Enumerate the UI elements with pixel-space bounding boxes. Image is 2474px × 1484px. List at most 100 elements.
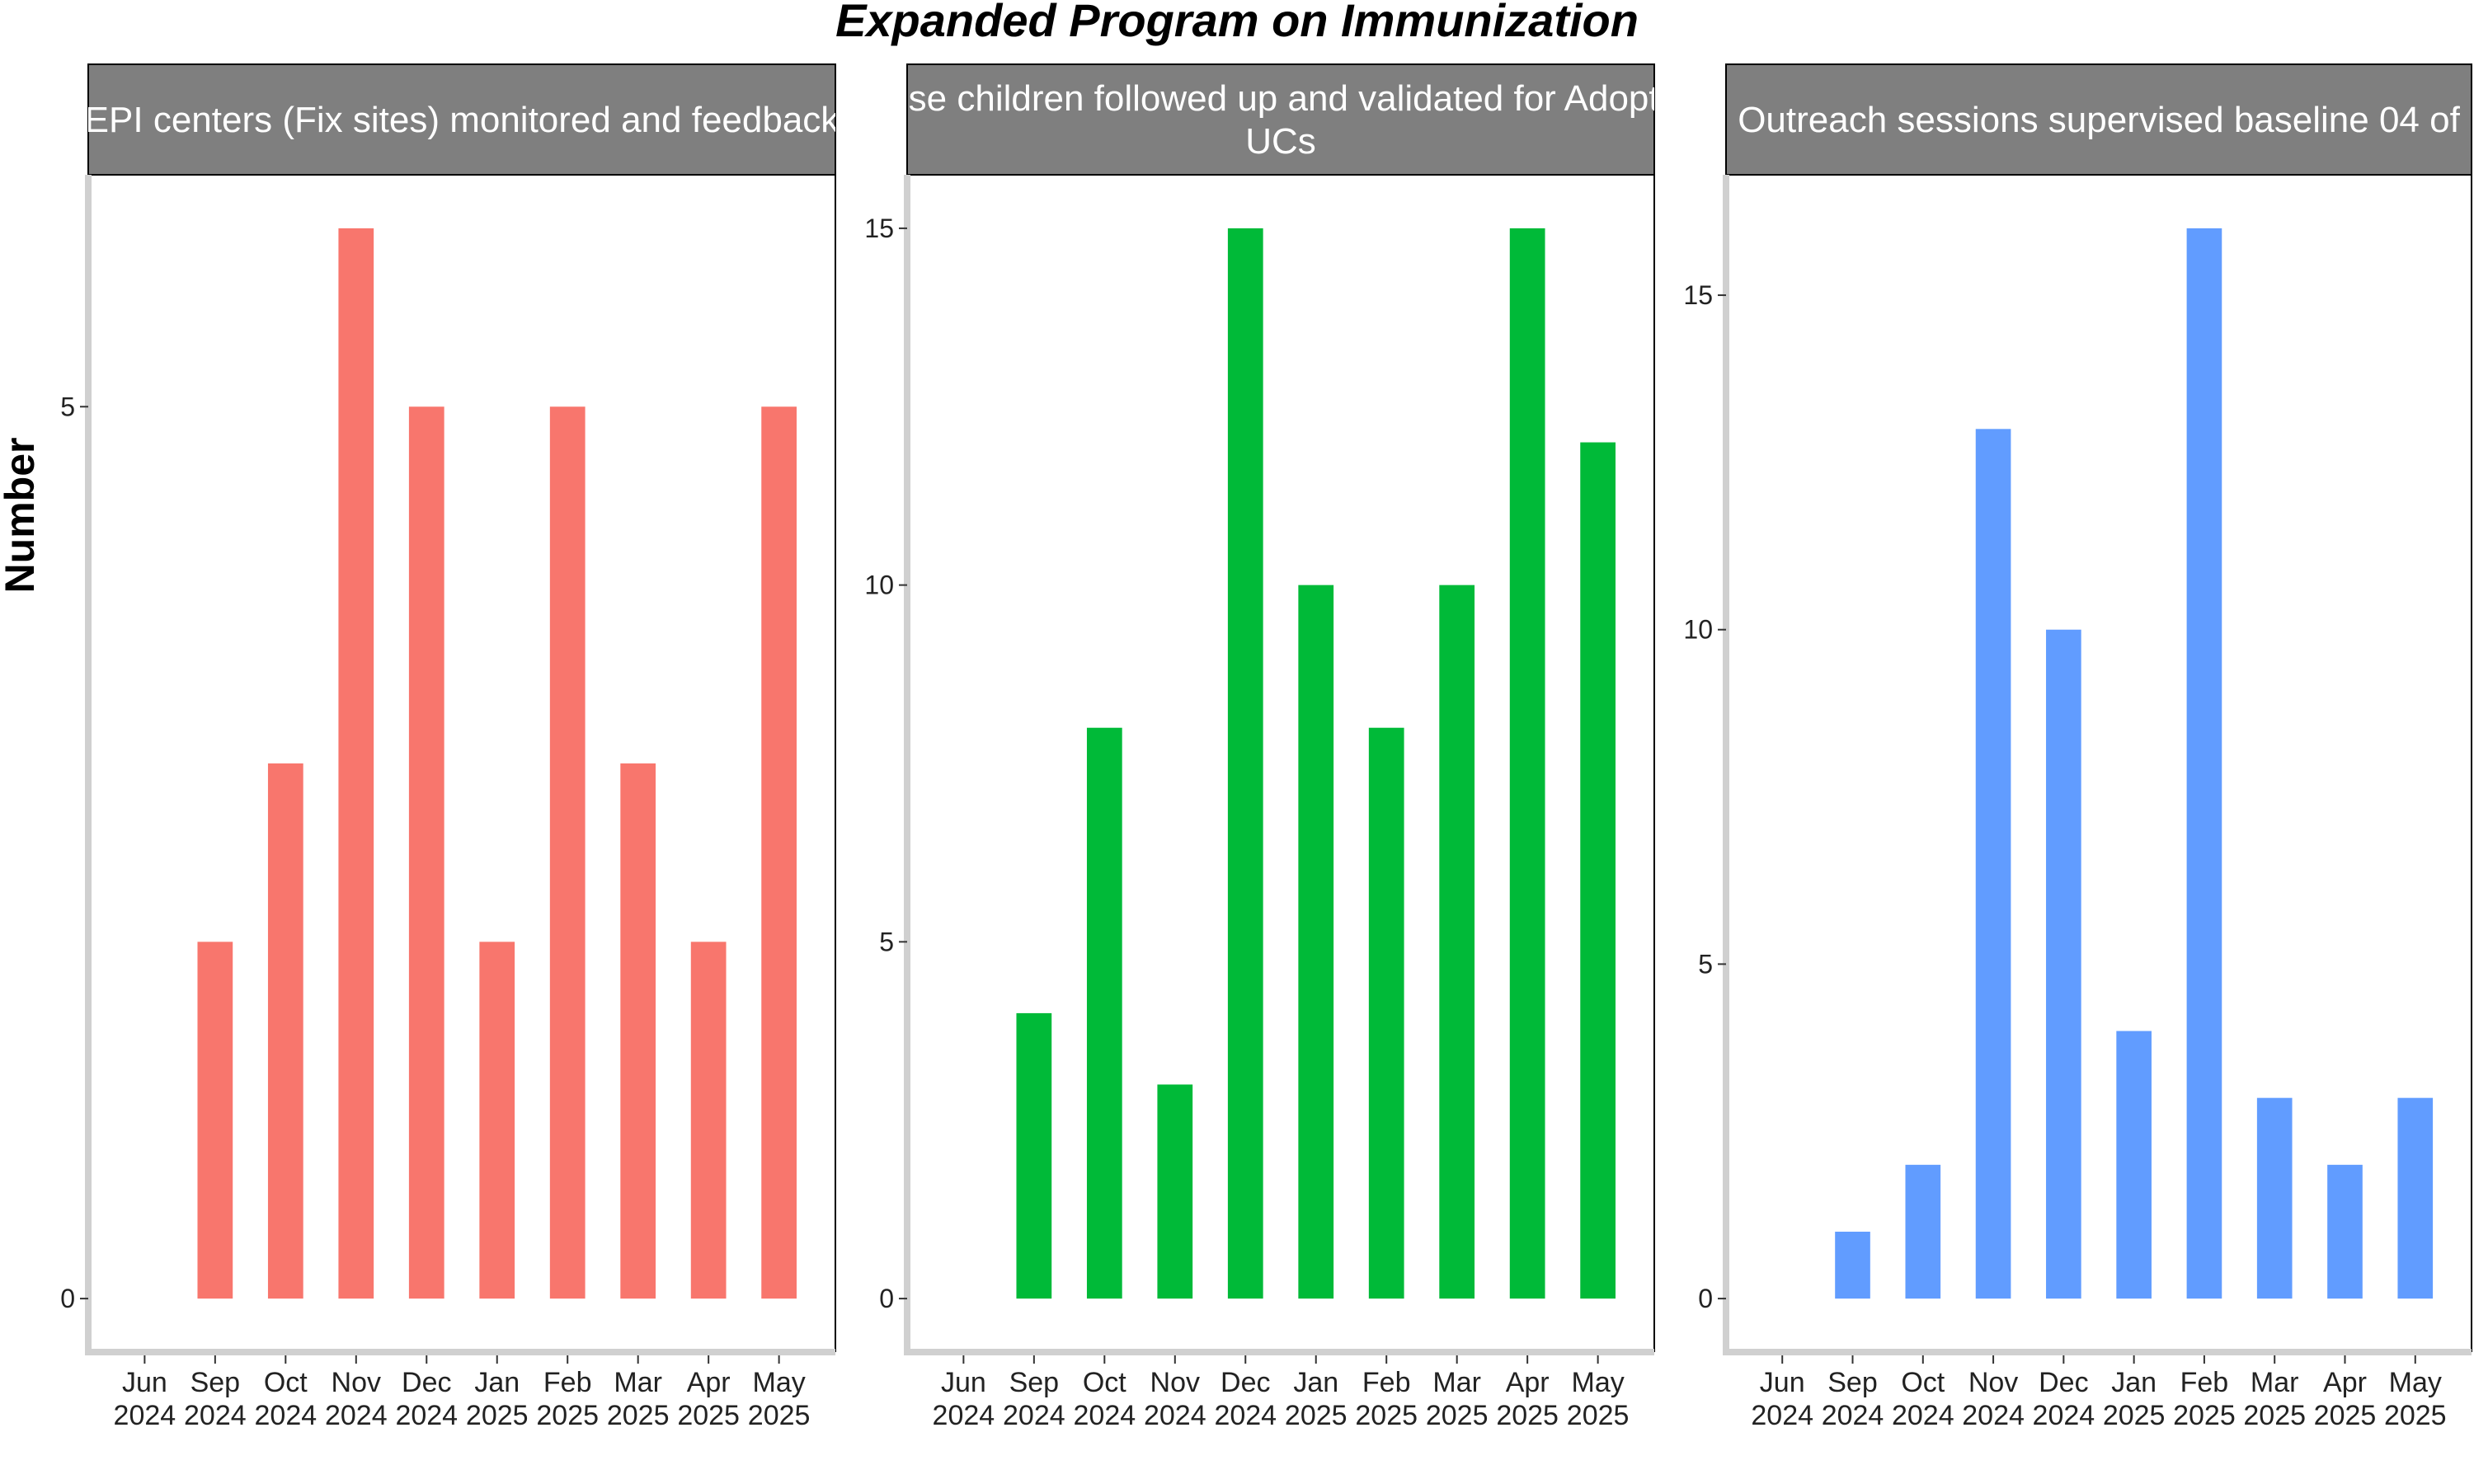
x-tick-label: Jan 2025 xyxy=(2103,1367,2166,1431)
x-tick-label: Dec 2024 xyxy=(2033,1367,2095,1431)
x-tick-label-line: Oct xyxy=(264,1367,308,1398)
x-tick-label-line: Sep xyxy=(190,1367,241,1398)
bar xyxy=(338,228,374,1299)
page-title: Expanded Program on Immunization xyxy=(835,0,1639,46)
x-tick-label: Jun 2024 xyxy=(933,1367,995,1431)
bar xyxy=(197,942,233,1299)
y-tick-label: 10 xyxy=(864,571,894,600)
x-tick-label-line: 2024 xyxy=(2033,1400,2095,1431)
x-tick-label-line: Dec xyxy=(1221,1367,1270,1398)
bar xyxy=(1580,442,1616,1299)
x-tick-label-line: Feb xyxy=(1362,1367,1411,1398)
x-tick-label: Sep 2024 xyxy=(1003,1367,1065,1431)
x-tick-label-line: 2024 xyxy=(184,1400,247,1431)
x-tick-label-line: 2025 xyxy=(2243,1400,2306,1431)
x-tick-label: Oct 2024 xyxy=(1074,1367,1136,1431)
panel-title: EPI centers (Fix sites) monitored and fe… xyxy=(85,100,840,140)
bar xyxy=(1368,727,1404,1299)
x-tick-label: Mar 2025 xyxy=(2243,1367,2306,1431)
x-tick-label: Feb 2025 xyxy=(536,1367,599,1431)
x-tick-label-line: 2025 xyxy=(607,1400,670,1431)
y-tick-label: 15 xyxy=(1683,280,1713,310)
x-tick-label: May 2025 xyxy=(1567,1367,1630,1431)
x-tick-label: Mar 2025 xyxy=(1426,1367,1489,1431)
x-tick-label-line: Apr xyxy=(2323,1367,2367,1398)
x-tick-label-line: 2024 xyxy=(395,1400,458,1431)
panel-title-line: Outreach sessions supervised baseline 04… xyxy=(1738,100,2460,140)
x-tick-label-line: 2025 xyxy=(466,1400,529,1431)
x-tick-label: Jan 2025 xyxy=(1285,1367,1348,1431)
x-tick-label-line: Jan xyxy=(2111,1367,2157,1398)
bar xyxy=(1227,228,1263,1299)
x-tick-label: Apr 2025 xyxy=(2314,1367,2377,1431)
panel-3: Outreach sessions supervised baseline 04… xyxy=(1683,63,2472,1431)
x-tick-label: Dec 2024 xyxy=(395,1367,458,1431)
bar xyxy=(1975,429,2011,1299)
panel-strip xyxy=(1725,63,2472,176)
x-tick-label-line: 2025 xyxy=(677,1400,740,1431)
x-tick-label: May 2025 xyxy=(2384,1367,2447,1431)
x-tick-label: Feb 2025 xyxy=(1355,1367,1418,1431)
x-tick-label-line: 2024 xyxy=(1003,1400,1065,1431)
bar xyxy=(2046,629,2081,1299)
x-tick-label-line: Jan xyxy=(1293,1367,1338,1398)
x-tick-label-line: 2024 xyxy=(1074,1400,1136,1431)
bar xyxy=(2186,228,2222,1299)
bar xyxy=(1016,1012,1052,1299)
x-tick-label-line: 2025 xyxy=(2384,1400,2447,1431)
x-tick-label-line: 2025 xyxy=(2103,1400,2166,1431)
panel-1: EPI centers (Fix sites) monitored and fe… xyxy=(60,63,840,1431)
x-tick-label-line: Oct xyxy=(1901,1367,1945,1398)
x-tick-label-line: 2025 xyxy=(536,1400,599,1431)
x-tick-label-line: Dec xyxy=(402,1367,451,1398)
x-tick-label: Sep 2024 xyxy=(184,1367,247,1431)
bar xyxy=(2256,1097,2293,1299)
x-tick-label: Nov 2024 xyxy=(325,1367,388,1431)
bar xyxy=(1439,585,1475,1299)
x-tick-label-line: 2024 xyxy=(933,1400,995,1431)
x-tick-label: Apr 2025 xyxy=(1496,1367,1559,1431)
x-tick-label-line: Dec xyxy=(2039,1367,2088,1398)
x-tick-label-line: Sep xyxy=(1827,1367,1878,1398)
x-tick-label-line: 2024 xyxy=(1822,1400,1884,1431)
x-tick-label: May 2025 xyxy=(748,1367,811,1431)
bar xyxy=(1298,585,1334,1299)
y-tick-label: 5 xyxy=(1698,949,1713,979)
x-tick-label: Oct 2024 xyxy=(1892,1367,1954,1431)
y-tick-label: 15 xyxy=(864,214,894,243)
x-tick-label-line: Sep xyxy=(1009,1367,1060,1398)
x-tick-label-line: May xyxy=(753,1367,806,1398)
y-tick-label: 0 xyxy=(1698,1284,1713,1313)
x-tick-label: Feb 2025 xyxy=(2173,1367,2236,1431)
x-tick-label-line: 2025 xyxy=(1285,1400,1348,1431)
bar xyxy=(2116,1031,2152,1299)
x-tick-label-line: May xyxy=(1572,1367,1625,1398)
x-tick-label: Mar 2025 xyxy=(607,1367,670,1431)
bar xyxy=(2397,1097,2434,1299)
y-tick-label: 0 xyxy=(60,1284,75,1313)
x-tick-label-line: 2025 xyxy=(2173,1400,2236,1431)
bar xyxy=(620,763,656,1299)
x-tick-label-line: Nov xyxy=(332,1367,381,1398)
bar xyxy=(2327,1164,2363,1299)
x-tick-label-line: Apr xyxy=(1506,1367,1550,1398)
x-tick-label-line: Jan xyxy=(474,1367,520,1398)
panel-title-line: UCs xyxy=(1245,121,1316,162)
x-tick-label-line: Nov xyxy=(1968,1367,2018,1398)
panel-title: Outreach sessions supervised baseline 04… xyxy=(1738,100,2460,140)
x-tick-label: Jun 2024 xyxy=(1751,1367,1813,1431)
x-tick-label-line: Jun xyxy=(941,1367,986,1398)
x-tick-label-line: 2024 xyxy=(1214,1400,1277,1431)
bar xyxy=(1157,1084,1193,1299)
bar xyxy=(1835,1231,1870,1299)
x-tick-label-line: 2024 xyxy=(1892,1400,1954,1431)
panel-strip xyxy=(87,63,836,176)
x-tick-label-line: Jun xyxy=(1760,1367,1805,1398)
bar xyxy=(761,406,797,1299)
x-tick-label-line: 2025 xyxy=(1567,1400,1630,1431)
bar xyxy=(267,763,303,1299)
y-tick-label: 0 xyxy=(879,1284,894,1313)
x-tick-label-line: Mar xyxy=(614,1367,662,1398)
x-tick-label-line: 2025 xyxy=(1426,1400,1489,1431)
